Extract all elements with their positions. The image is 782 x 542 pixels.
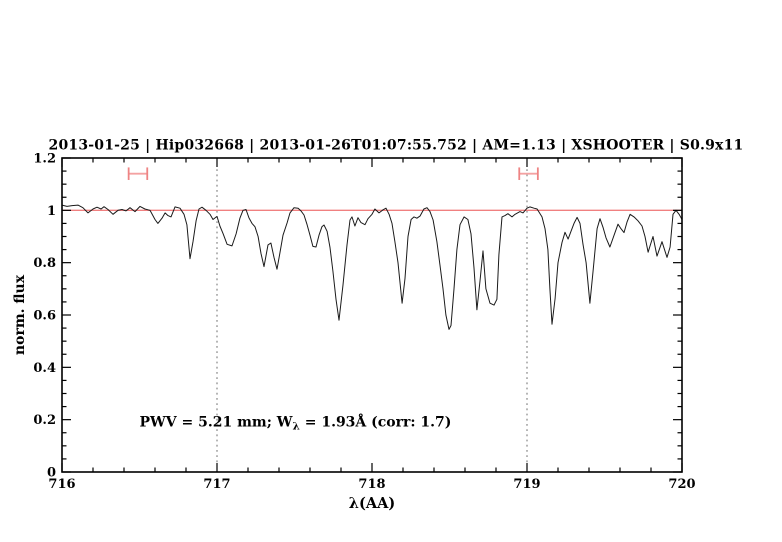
chart-title: 2013-01-25 | Hip032668 | 2013-01-26T01:0… — [49, 138, 744, 154]
y-tick-labels: 0 0.2 0.4 0.6 0.8 1 1.2 — [33, 152, 56, 481]
y-tick-label: 0.6 — [33, 309, 56, 324]
x-axis-label: λ(AA) — [349, 495, 395, 512]
x-tick-labels: 716 717 718 719 720 — [48, 477, 695, 492]
range-markers — [127, 167, 539, 180]
y-tick-label: 0.2 — [33, 413, 56, 428]
y-tick-label: 0.8 — [33, 256, 56, 271]
x-tick-label: 718 — [358, 477, 385, 492]
annotation-text: PWV = 5.21 mm; Wλ = 1.93Å (corr: 1.7) — [140, 413, 452, 433]
x-tick-label: 716 — [48, 477, 75, 492]
x-tick-label: 720 — [668, 477, 695, 492]
axis-ticks — [61, 157, 683, 473]
x-tick-label: 717 — [203, 477, 230, 492]
y-tick-label: 1.2 — [33, 152, 56, 167]
y-axis-label: norm. flux — [12, 274, 28, 355]
y-tick-label: 0 — [47, 466, 56, 481]
spectrum-line — [61, 204, 683, 330]
y-tick-label: 0.4 — [33, 361, 56, 376]
x-tick-label: 719 — [513, 477, 540, 492]
y-tick-label: 1 — [47, 204, 56, 219]
